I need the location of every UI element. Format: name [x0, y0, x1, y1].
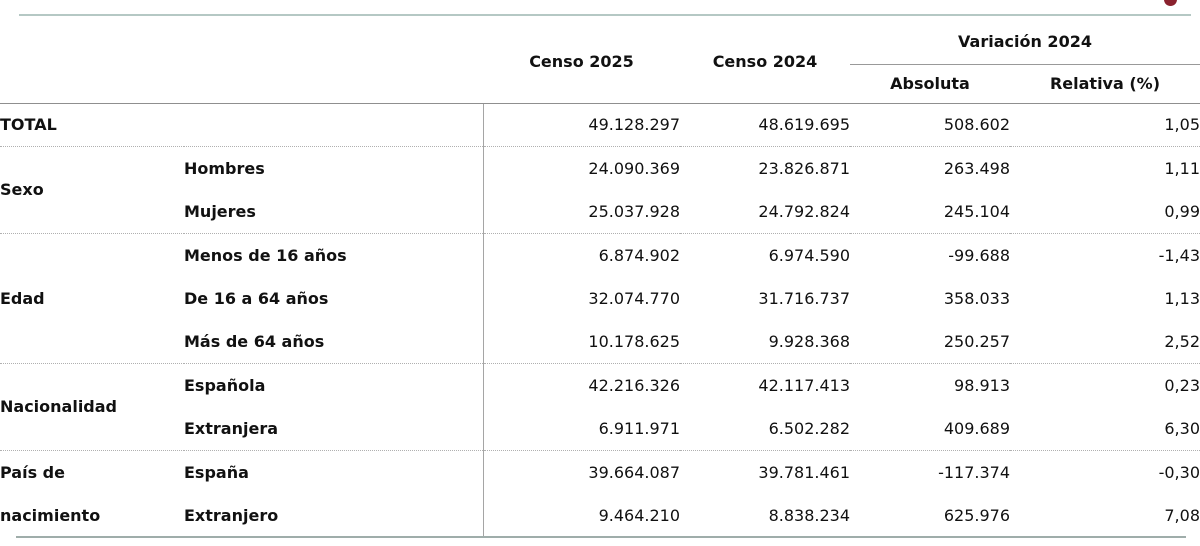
cell-variacion-absoluta: -117.374: [938, 462, 1010, 482]
table-row-mujeres: Mujeres 25.037.928 24.792.824 245.104 0,…: [0, 189, 1200, 234]
table-header: Censo 2025 Censo 2024 Variación 2024 Abs…: [0, 20, 1200, 104]
group-label-edad: Edad: [0, 288, 45, 308]
cell-variacion-relativa: 0,99: [1010, 189, 1200, 234]
group-label-nacionalidad: Nacionalidad: [0, 397, 118, 417]
cell-censo2024: 9.928.368: [680, 319, 850, 364]
cell-variacion-absoluta: 508.602: [850, 103, 1010, 147]
cell-variacion-absoluta: 98.913: [954, 375, 1010, 395]
row-label-espana: España: [184, 462, 249, 482]
table-body: TOTAL 49.128.297 48.619.695 508.602 1,05…: [0, 103, 1200, 537]
table-row-espana: País de nacimiento España 39.664.087 39.…: [0, 450, 1200, 525]
column-header-censo-2024: Censo 2024: [680, 20, 850, 104]
column-header-relativa: Relativa (%): [1010, 64, 1200, 104]
cell-censo2025: 25.037.928: [482, 189, 680, 234]
row-group-pais-nacimiento: País de nacimiento: [0, 450, 184, 537]
cell-censo2025: 9.464.210: [482, 493, 680, 537]
clipped-red-icon: [1164, 0, 1177, 6]
cell-variacion-relativa: 0,23: [1164, 375, 1200, 395]
cell-variacion-absoluta: 358.033: [943, 288, 1010, 308]
cell-variacion-relativa: 2,52: [1010, 319, 1200, 364]
cell-censo2024: 31.716.737: [758, 288, 850, 308]
cell-variacion-relativa: -0,30: [1158, 462, 1200, 482]
table-row-extranjera: Extranjera 6.911.971 6.502.282 409.689 6…: [0, 406, 1200, 451]
cell-variacion-relativa: -1,43: [1158, 245, 1200, 265]
table-row-total: TOTAL 49.128.297 48.619.695 508.602 1,05: [0, 103, 1200, 147]
header-corner: [0, 20, 483, 104]
top-divider-rule: [19, 14, 1191, 16]
cell-variacion-absoluta: 409.689: [850, 406, 1010, 451]
cell-censo2024: 48.619.695: [680, 103, 850, 147]
cell-variacion-relativa: 1,11: [1164, 158, 1200, 178]
row-label-extranjero: Extranjero: [184, 505, 279, 525]
column-header-absoluta: Absoluta: [850, 64, 1010, 104]
cell-censo2024: 24.792.824: [680, 189, 850, 234]
cell-censo2025: 6.874.902: [482, 233, 680, 277]
row-label-extranjera: Extranjera: [184, 406, 483, 451]
table-row-espanola: Nacionalidad Española 42.216.326 42.117.…: [0, 363, 1200, 451]
row-label-espanola: Española: [184, 375, 266, 395]
cell-variacion-absoluta: -99.688: [948, 245, 1010, 265]
census-comparison-table: Censo 2025 Censo 2024 Variación 2024 Abs…: [0, 20, 1200, 537]
group-label-sexo: Sexo: [0, 180, 44, 200]
row-label-total: TOTAL: [0, 103, 483, 147]
cell-censo2024: 39.781.461: [758, 462, 850, 482]
cell-variacion-absoluta: 625.976: [943, 505, 1010, 525]
cell-variacion-absoluta: 250.257: [850, 319, 1010, 364]
cell-censo2024: 6.974.590: [768, 245, 850, 265]
column-header-variacion-2024: Variación 2024: [850, 20, 1200, 65]
cell-variacion-absoluta: 245.104: [850, 189, 1010, 234]
bottom-divider-rule: [16, 536, 1186, 538]
row-label-mujeres: Mujeres: [184, 189, 483, 234]
cell-censo2024: 6.502.282: [680, 406, 850, 451]
row-label-hombres: Hombres: [184, 158, 265, 178]
table-row-extranjero: Extranjero 9.464.210 8.838.234 625.976 7…: [0, 493, 1200, 537]
group-label-pais-nacimiento: País de nacimiento: [0, 462, 101, 525]
row-label-16a64: De 16 a 64 años: [184, 288, 329, 308]
cell-variacion-relativa: 6,30: [1010, 406, 1200, 451]
table-row-menos16: Edad Menos de 16 años 6.874.902 6.974.59…: [0, 233, 1200, 364]
table-row-mas64: Más de 64 años 10.178.625 9.928.368 250.…: [0, 319, 1200, 364]
cell-censo2025: 39.664.087: [482, 450, 680, 494]
row-group-nacionalidad: Nacionalidad: [0, 363, 184, 451]
cell-censo2025: 6.911.971: [482, 406, 680, 451]
cell-variacion-relativa: 1,13: [1164, 288, 1200, 308]
cell-variacion-relativa: 7,08: [1164, 505, 1200, 525]
cell-variacion-relativa: 1,05: [1010, 103, 1200, 147]
cell-censo2025: 10.178.625: [482, 319, 680, 364]
column-header-censo-2025: Censo 2025: [483, 20, 680, 104]
cell-censo2025: 24.090.369: [482, 146, 680, 190]
cell-censo2024: 8.838.234: [768, 505, 850, 525]
cell-variacion-absoluta: 263.498: [943, 158, 1010, 178]
table-row-16a64: De 16 a 64 años 32.074.770 31.716.737 35…: [0, 276, 1200, 320]
row-label-mas64: Más de 64 años: [184, 319, 483, 364]
row-group-edad: Edad: [0, 233, 184, 364]
cell-censo2024: 23.826.871: [758, 158, 850, 178]
cell-censo2025: 49.128.297: [482, 103, 680, 147]
row-label-menos16: Menos de 16 años: [184, 245, 347, 265]
row-group-sexo: Sexo: [0, 146, 184, 234]
cell-censo2025: 42.216.326: [482, 363, 680, 407]
table-row-hombres: Sexo Hombres 24.090.369 23.826.871 263.4…: [0, 146, 1200, 234]
cell-censo2024: 42.117.413: [758, 375, 850, 395]
cell-censo2025: 32.074.770: [482, 276, 680, 320]
